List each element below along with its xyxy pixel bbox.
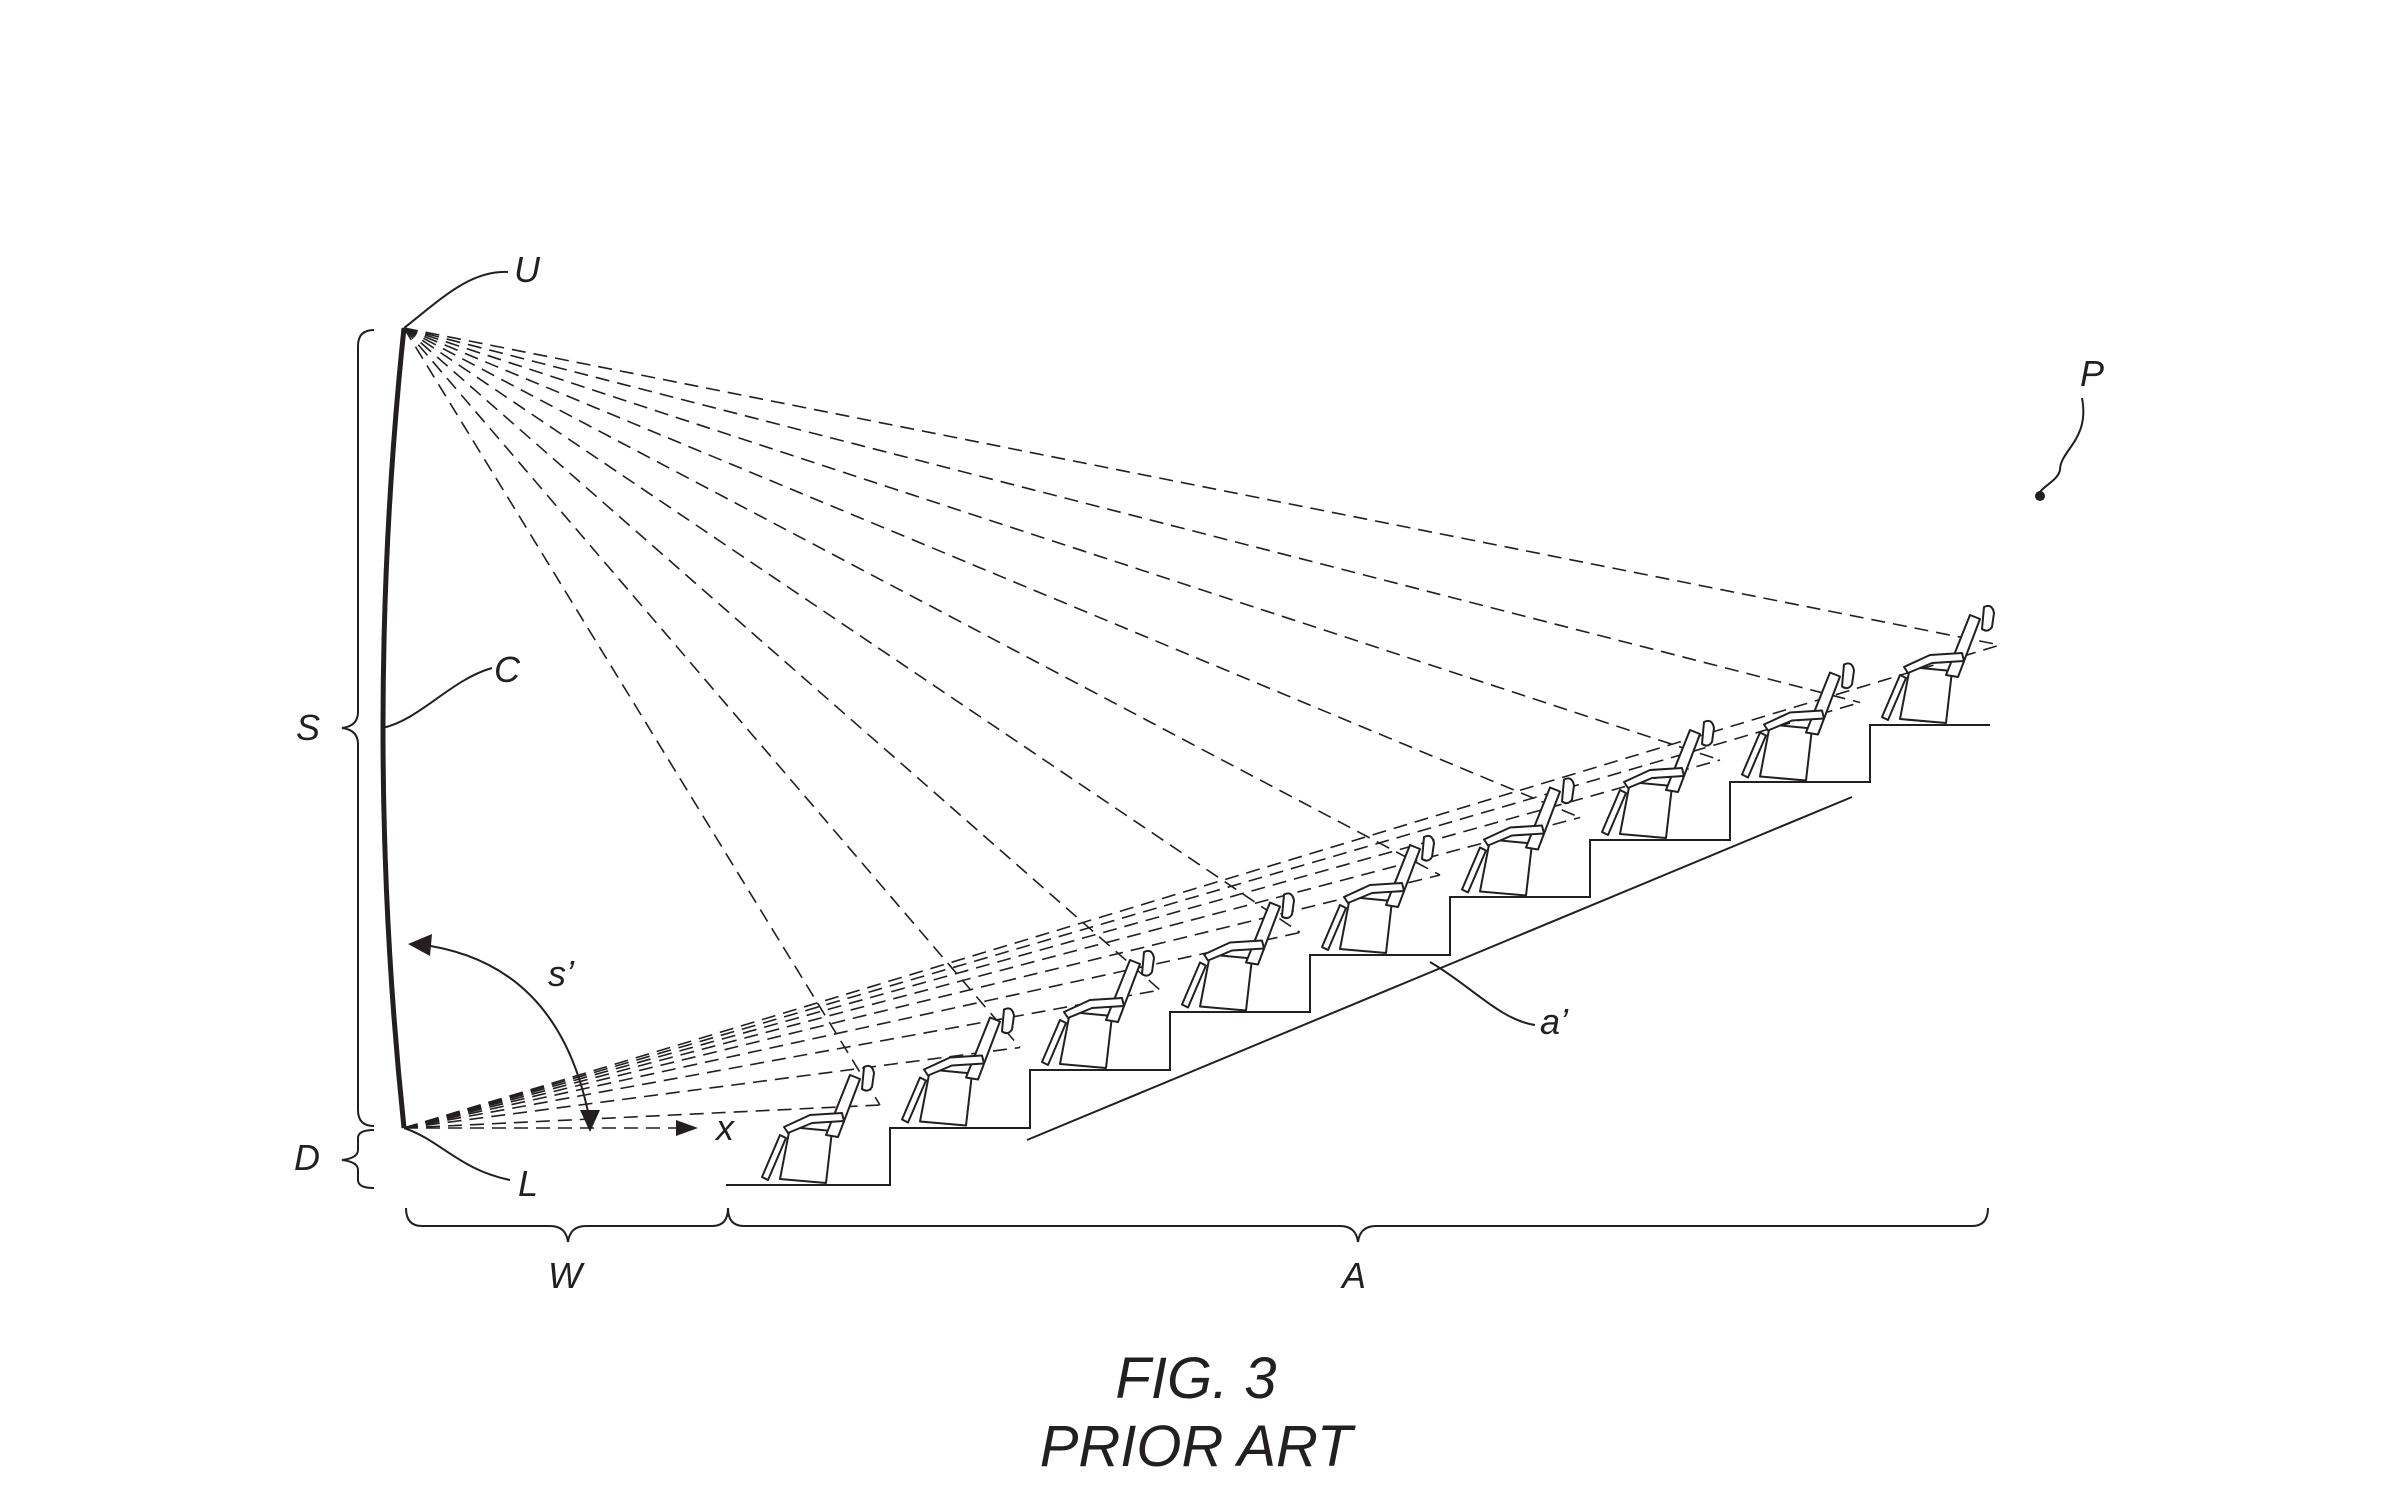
label-s-prime: s’ xyxy=(548,953,575,994)
seat-headrest xyxy=(1142,951,1154,976)
sight-line-top-5 xyxy=(404,328,1440,875)
label-D: D xyxy=(294,1137,320,1178)
theater-seat-8 xyxy=(1742,663,1854,780)
seat-backrest xyxy=(1806,673,1840,735)
sight-line-top-6 xyxy=(404,328,1580,818)
label-L: L xyxy=(518,1163,538,1204)
brace-A xyxy=(728,1208,1988,1242)
sight-line-bottom-7 xyxy=(404,760,1720,1128)
x-axis-arrowhead xyxy=(676,1120,698,1136)
leader-C xyxy=(382,668,492,728)
theater-seat-5 xyxy=(1322,836,1434,953)
leader-a-prime xyxy=(1430,962,1535,1025)
sight-line-bottom-9 xyxy=(404,645,2000,1128)
figure-caption: FIG. 3 xyxy=(1115,1346,1276,1411)
label-U: U xyxy=(514,249,541,290)
sight-line-top-8 xyxy=(404,328,1860,703)
seat-headrest xyxy=(1422,836,1434,861)
sight-line-top-7 xyxy=(404,328,1720,760)
label-P: P xyxy=(2080,353,2104,394)
seat-backrest xyxy=(1106,960,1140,1022)
arc-arrowhead-top xyxy=(408,934,432,956)
seat-backrest xyxy=(1946,615,1980,677)
theater-seat-6 xyxy=(1462,778,1574,895)
seat-headrest xyxy=(1982,606,1994,631)
label-C: C xyxy=(494,649,521,690)
seat-headrest xyxy=(1002,1008,1014,1033)
point-P xyxy=(2035,491,2045,501)
leader-L xyxy=(404,1128,510,1180)
seating-risers xyxy=(726,725,1990,1185)
seat-cushion xyxy=(1060,1012,1112,1068)
theater-seat-2 xyxy=(902,1008,1014,1125)
seat-headrest xyxy=(1702,721,1714,746)
brace-W xyxy=(406,1208,728,1242)
seat-headrest xyxy=(1562,778,1574,803)
sight-line-bottom-8 xyxy=(404,703,1860,1129)
label-x: x xyxy=(714,1107,736,1148)
sight-line-top-4 xyxy=(404,328,1300,933)
seat-cushion xyxy=(1620,782,1672,838)
seat-headrest xyxy=(862,1066,874,1091)
theater-seat-7 xyxy=(1602,721,1714,838)
theater-seat-1 xyxy=(762,1066,874,1183)
seat-backrest xyxy=(966,1018,1000,1080)
brace-D xyxy=(342,1130,374,1188)
seat-backrest xyxy=(1246,903,1280,965)
leader-P xyxy=(2040,398,2083,492)
seat-cushion xyxy=(780,1127,832,1183)
seat-cushion xyxy=(1760,725,1812,781)
leader-U xyxy=(404,272,508,328)
seat-cushion xyxy=(1200,955,1252,1011)
sight-lines xyxy=(404,328,2000,1128)
seat-cushion xyxy=(1480,840,1532,896)
seat-cushion xyxy=(1900,667,1952,723)
seat-backrest xyxy=(1386,845,1420,907)
brace-S xyxy=(342,330,374,1126)
seat-headrest xyxy=(1282,893,1294,918)
seat-rows xyxy=(762,606,1994,1183)
prior-art-caption: PRIOR ART xyxy=(1040,1414,1356,1479)
label-S: S xyxy=(296,707,320,748)
label-a-prime: a’ xyxy=(1540,1001,1569,1042)
seat-backrest xyxy=(1666,730,1700,792)
theater-seat-4 xyxy=(1182,893,1294,1010)
seat-headrest xyxy=(1842,663,1854,688)
label-W: W xyxy=(548,1255,585,1296)
label-A: A xyxy=(1340,1255,1366,1296)
seat-cushion xyxy=(920,1070,972,1126)
sight-line-top-1 xyxy=(404,328,880,1105)
sight-line-top-9 xyxy=(404,328,2000,645)
theater-seat-9 xyxy=(1882,606,1994,723)
seat-cushion xyxy=(1340,897,1392,953)
